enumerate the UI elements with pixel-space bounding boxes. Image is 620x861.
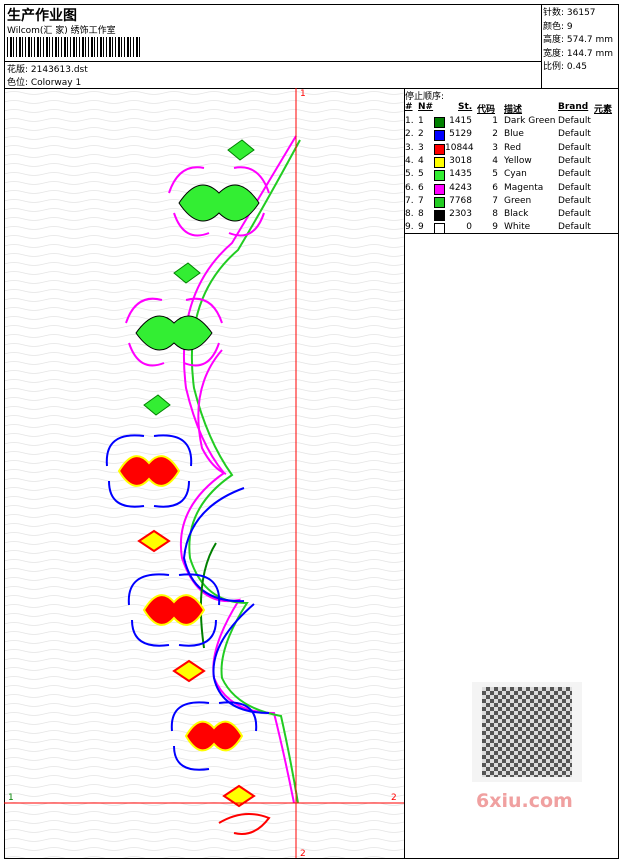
stitches: 1435	[449, 169, 472, 180]
needle: 3	[418, 142, 424, 153]
brand: Default	[558, 116, 591, 126]
color-swatch	[434, 183, 445, 195]
outer-frame	[4, 4, 619, 859]
code: 2	[492, 129, 498, 140]
marker: 2	[391, 793, 397, 803]
marker: 1	[300, 89, 306, 99]
stitches: 1415	[449, 116, 472, 126]
code: 3	[492, 142, 498, 153]
color-swatch	[434, 196, 445, 208]
color-swatch	[434, 170, 445, 182]
color-swatch	[434, 223, 445, 235]
code: 1	[492, 116, 498, 126]
color-swatch	[434, 143, 445, 155]
divider	[404, 88, 405, 859]
column-header: 元素	[594, 105, 613, 115]
watermark: 6xiu.com	[476, 790, 573, 812]
divider	[541, 4, 542, 88]
description: Dark Green	[504, 116, 556, 126]
needle: 6	[418, 182, 424, 193]
code: 9	[492, 222, 498, 233]
brand: Default	[558, 155, 591, 166]
row-index: 6.	[405, 182, 414, 193]
brand: Default	[558, 142, 591, 153]
brand: Default	[558, 195, 591, 206]
qr-code	[482, 687, 572, 777]
brand: Default	[558, 129, 591, 140]
code: 5	[492, 169, 498, 180]
description: Black	[504, 209, 529, 220]
colorway: 色位: Colorway 1	[7, 78, 82, 88]
summary-item: 颜色: 9	[543, 21, 573, 32]
stitches: 5129	[449, 129, 472, 140]
needle: 2	[418, 129, 424, 140]
summary-item: 针数: 36157	[543, 8, 596, 18]
row-index: 5.	[405, 169, 414, 180]
summary-item: 宽度: 144.7 mm	[543, 48, 614, 59]
color-swatch	[434, 156, 445, 168]
marker: 1	[8, 793, 14, 803]
design-canvas: 1 2 1 2	[4, 88, 404, 858]
code: 8	[492, 209, 498, 220]
watermark-box	[472, 682, 582, 782]
needle: 4	[418, 155, 424, 166]
description: White	[504, 222, 531, 233]
summary-item: 比例: 0.45	[543, 62, 587, 72]
row-index: 3.	[405, 142, 414, 153]
barcode	[7, 37, 142, 57]
row-index: 2.	[405, 129, 414, 140]
divider	[404, 233, 619, 234]
row-index: 7.	[405, 195, 414, 206]
description: Red	[504, 142, 522, 153]
border-outline	[180, 135, 301, 804]
color-swatch	[434, 117, 445, 128]
column-header: #	[405, 102, 413, 112]
code: 4	[492, 155, 498, 166]
color-swatch	[434, 130, 445, 142]
description: Blue	[504, 129, 524, 140]
brand: Default	[558, 209, 591, 220]
divider	[4, 88, 619, 89]
stop-sequence-title: 停止顺序:	[405, 92, 445, 102]
row-index: 4.	[405, 155, 414, 166]
column-header: N#	[418, 102, 434, 112]
column-header: Brand	[558, 102, 589, 112]
brand: Default	[558, 222, 591, 233]
stitches: 4243	[449, 182, 472, 193]
stitches: 3018	[449, 155, 472, 166]
title: 生产作业图	[7, 8, 77, 24]
code: 7	[492, 195, 498, 206]
brand: Default	[558, 182, 591, 193]
marker: 2	[300, 849, 306, 858]
code: 6	[492, 182, 498, 193]
description: Cyan	[504, 169, 527, 180]
stitches: 7768	[449, 195, 472, 206]
description: Magenta	[504, 182, 544, 193]
column-header: 代码	[477, 105, 496, 115]
column-header: 描述	[504, 105, 523, 115]
summary-item: 高度: 574.7 mm	[543, 35, 614, 45]
brand: Default	[558, 169, 591, 180]
color-swatch	[434, 210, 445, 222]
description: Yellow	[504, 155, 532, 166]
column-header: St.	[458, 102, 473, 112]
company: Wilcom(汇 家) 绣饰工作室	[7, 26, 116, 36]
description: Green	[504, 195, 532, 206]
needle: 7	[418, 195, 424, 206]
needle: 9	[418, 222, 424, 233]
row-index: 1.	[405, 116, 414, 126]
motifs	[105, 139, 271, 835]
stitches: 10844	[445, 142, 474, 153]
stitches: 2303	[449, 209, 472, 220]
design-file: 花版: 2143613.dst	[7, 65, 88, 75]
row-index: 8.	[405, 209, 414, 220]
stitches: 0	[466, 222, 472, 233]
divider	[4, 61, 541, 62]
needle: 1	[418, 116, 424, 126]
needle: 5	[418, 169, 424, 180]
row-index: 9.	[405, 222, 414, 233]
needle: 8	[418, 209, 424, 220]
